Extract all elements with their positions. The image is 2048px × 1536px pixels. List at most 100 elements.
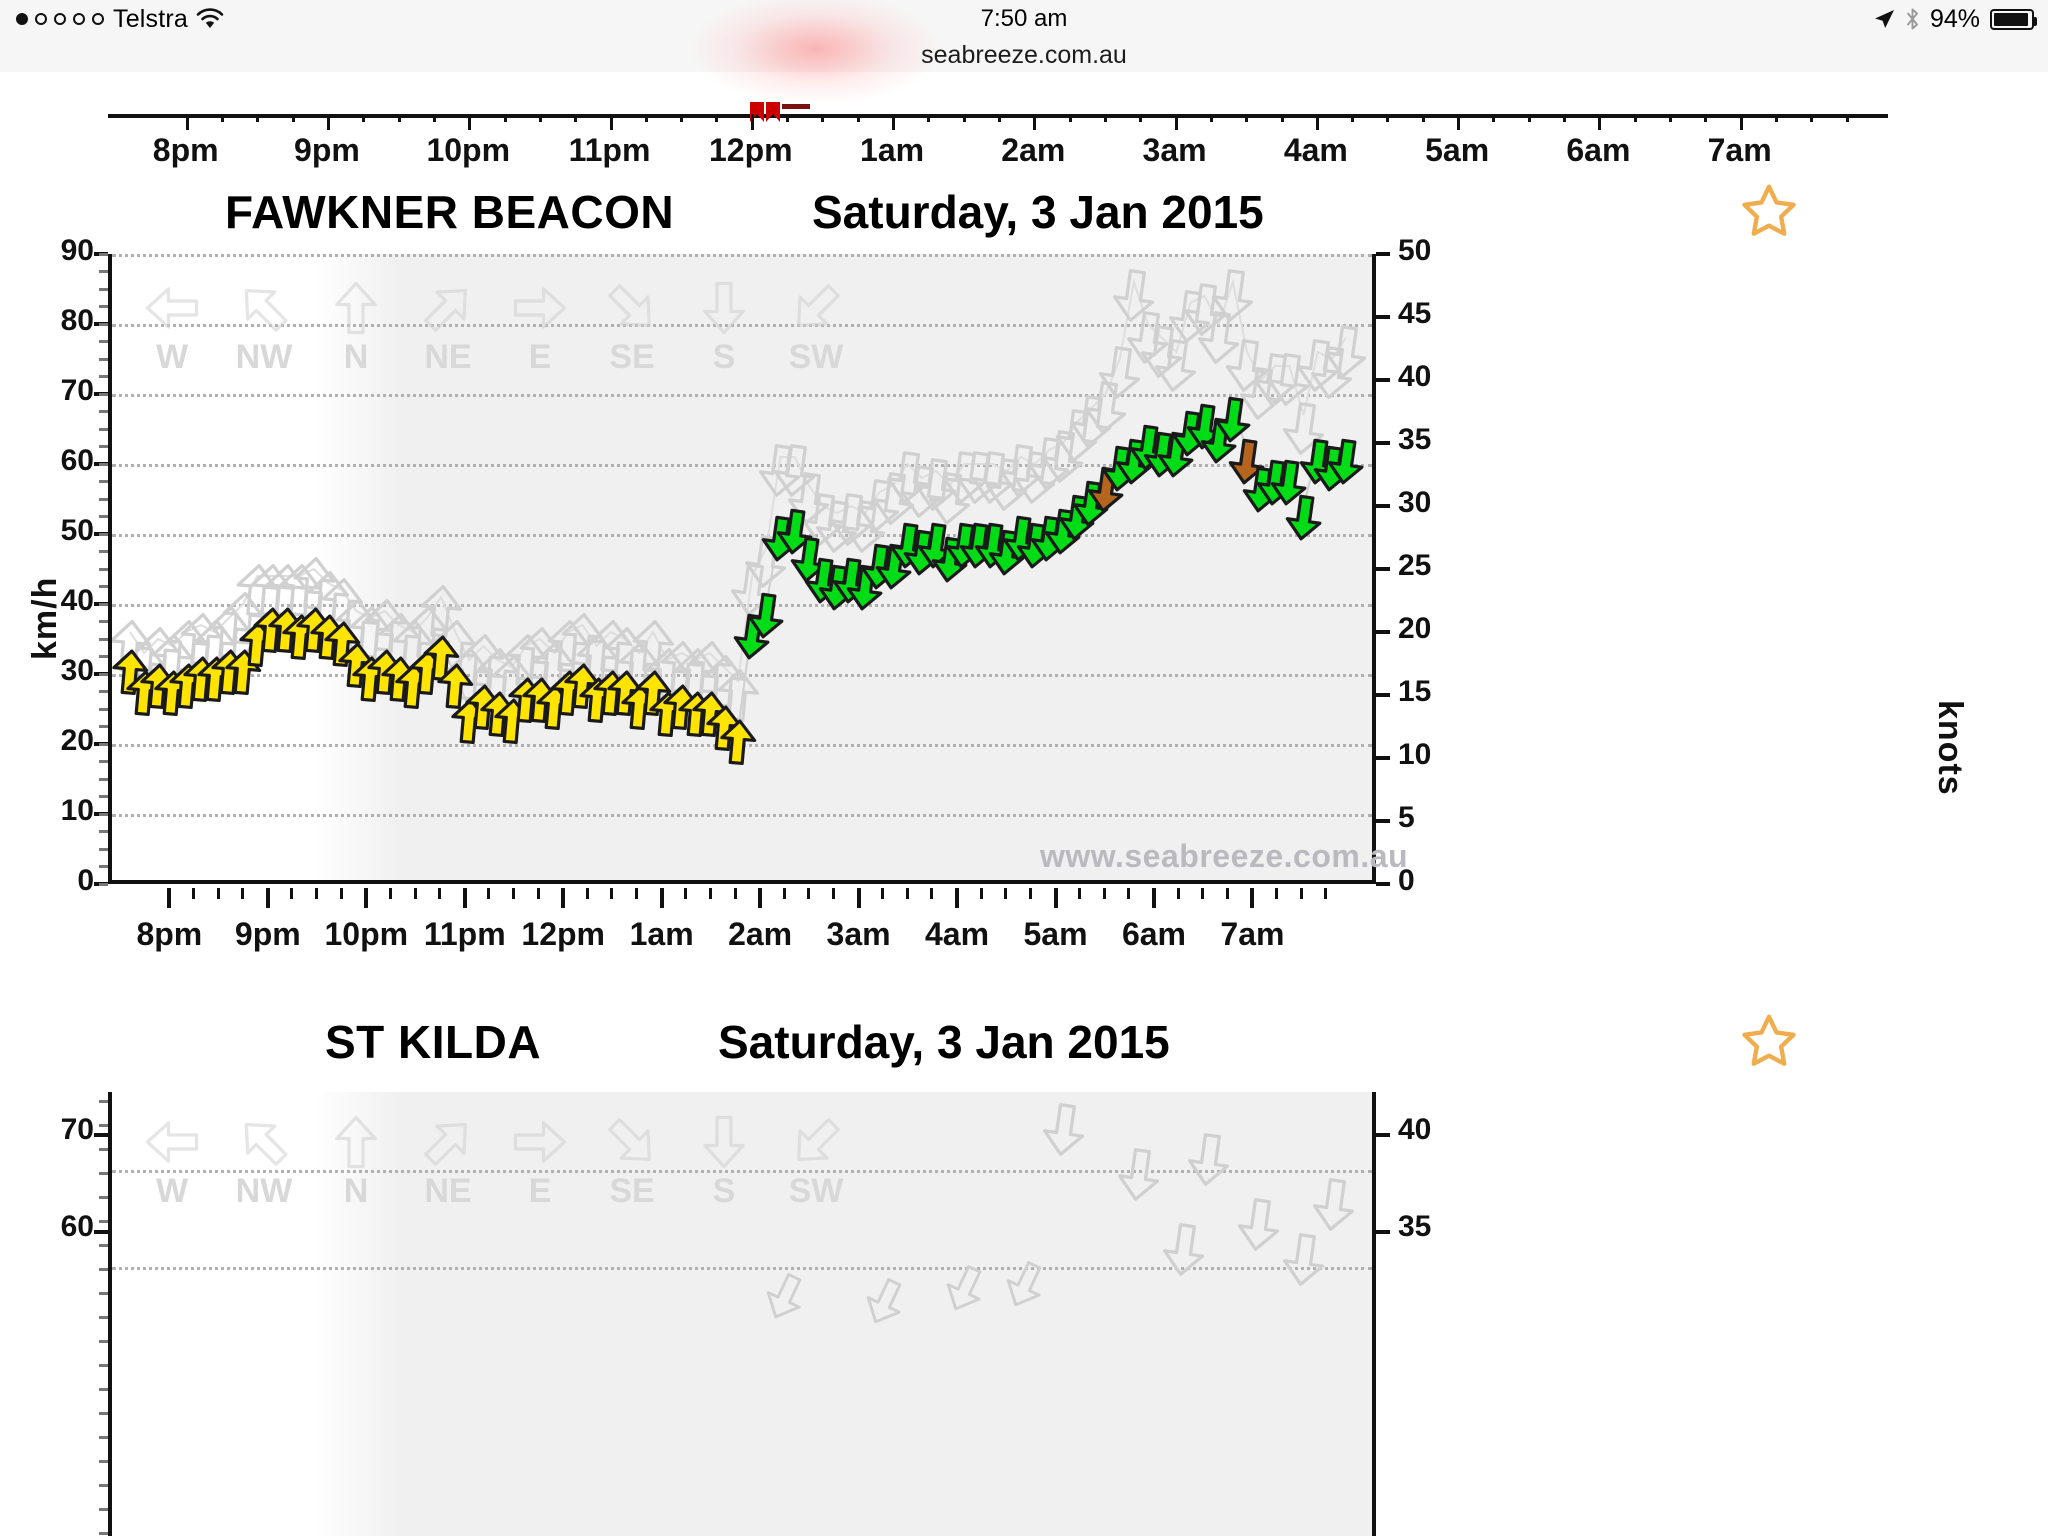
gridline (112, 324, 1372, 327)
bottom-chart-title: ST KILDA (325, 1016, 542, 1068)
wind-average-arrow-icon (742, 592, 790, 640)
x-axis-minor-tick (290, 888, 294, 899)
wind-average-arrow-icon (686, 690, 734, 738)
y-axis-right-tick (1376, 756, 1390, 760)
wind-average-arrow-icon (417, 634, 465, 682)
x-axis-major-tick (1250, 888, 1255, 908)
y-axis-left-minor-tick (99, 322, 108, 326)
y-axis-left-minor-tick (99, 812, 108, 816)
direction-legend-item-se: SE (604, 280, 660, 377)
gust-arrow-icon (653, 639, 709, 695)
y-axis-left-minor-tick (99, 375, 108, 378)
direction-legend-item-ne: NE (420, 280, 476, 377)
y-axis-right-label: 30 (1398, 486, 1432, 519)
top-chart-minor-tick (1209, 114, 1213, 122)
gridline (112, 1267, 1372, 1270)
top-chart-tick (1033, 114, 1037, 130)
x-axis-minor-tick (635, 888, 639, 899)
gust-arrow-icon (1261, 352, 1317, 408)
gust-arrow-icon (229, 562, 285, 618)
gust-arrow-icon (979, 457, 1035, 513)
y-axis-left-label: 20 (60, 724, 94, 757)
main-chart-favourite-star-icon[interactable] (1738, 180, 1800, 242)
status-bar-left: Telstra (16, 4, 224, 34)
top-chart-tick (1739, 114, 1743, 130)
bottom-y-axis-right-label: 40 (1398, 1113, 1432, 1146)
bottom-y-axis-minor-tick (99, 1244, 108, 1247)
direction-arrow-icon (236, 280, 293, 336)
top-chart-minor-tick (821, 114, 825, 122)
top-chart-minor-tick (1633, 114, 1637, 122)
bottom-y-axis-minor-tick (99, 1340, 108, 1343)
x-axis-major-tick (364, 888, 369, 908)
x-axis-minor-tick (216, 888, 220, 899)
y-axis-left-minor-tick (99, 427, 108, 431)
wind-average-arrow-icon (700, 704, 748, 752)
y-axis-right-label: 10 (1398, 738, 1432, 771)
top-chart-x-label: 4am (1283, 132, 1348, 168)
gust-arrow-icon (1205, 268, 1261, 324)
wind-average-arrow-icon (558, 662, 606, 710)
gust-arrow-icon (173, 611, 229, 667)
x-axis-label: 10pm (324, 916, 409, 952)
y-axis-left-minor-tick (99, 340, 108, 343)
y-axis-left-minor-tick (99, 690, 108, 693)
gust-arrow-icon (1111, 1147, 1167, 1203)
x-axis-major-tick (462, 888, 467, 908)
x-axis-minor-tick (1127, 888, 1131, 899)
browser-url-bar[interactable]: seabreeze.com.au (0, 0, 2048, 104)
y-axis-left-minor-tick (99, 462, 108, 466)
wind-average-arrow-icon (1209, 396, 1257, 444)
gust-arrow-icon (760, 1272, 810, 1322)
bottom-y-axis-minor-tick (99, 1412, 108, 1415)
direction-arrow-icon (328, 280, 384, 336)
gust-arrow-icon (1181, 1132, 1237, 1188)
x-axis-minor-tick (881, 888, 885, 899)
x-axis-minor-tick (1201, 888, 1205, 899)
gust-arrow-icon (159, 618, 215, 674)
y-axis-left-label: 90 (60, 234, 94, 267)
x-axis-major-tick (659, 888, 664, 908)
top-chart-minor-tick (1068, 114, 1072, 122)
y-axis-left-label: 40 (60, 584, 94, 617)
top-chart-tick (1315, 114, 1319, 130)
wind-average-arrow-icon (1265, 459, 1313, 507)
bluetooth-icon (1905, 7, 1920, 31)
y-axis-right-tick (1376, 882, 1390, 886)
y-axis-left-minor-tick (99, 497, 108, 501)
direction-arrow-icon (512, 1114, 568, 1170)
direction-legend-label: NE (424, 1172, 472, 1210)
bottom-direction-legend-item-ne: NE (420, 1114, 476, 1211)
top-chart-minor-tick (1810, 114, 1814, 122)
gust-arrow-icon (1148, 338, 1204, 394)
x-axis-minor-tick (315, 888, 319, 899)
direction-legend-label: NW (235, 1172, 293, 1210)
top-chart-minor-tick (1386, 114, 1390, 122)
bottom-chart-favourite-star-icon[interactable] (1738, 1010, 1800, 1072)
gust-arrow-icon (1276, 1232, 1332, 1288)
y-axis-left-minor-tick (99, 480, 108, 483)
status-bar-clock: 7:50 am (980, 5, 1068, 32)
bottom-direction-legend-item-n: N (328, 1114, 384, 1211)
top-chart-minor-tick (1845, 114, 1849, 122)
bottom-y-axis-minor-tick (99, 1460, 108, 1463)
y-axis-right-label: 20 (1398, 612, 1432, 645)
direction-legend-label: N (343, 1172, 369, 1210)
x-axis-label: 2am (728, 916, 793, 952)
y-axis-left-minor-tick (99, 620, 108, 623)
direction-legend-label: SE (609, 1172, 655, 1210)
x-axis-label: 5am (1023, 916, 1088, 952)
wifi-icon (196, 8, 224, 29)
ios-status-bar: Telstra 7:50 am 94% (0, 0, 2048, 38)
y-axis-left-minor-tick (99, 287, 108, 291)
x-axis-minor-tick (1275, 888, 1279, 899)
x-axis-minor-tick (708, 888, 712, 899)
top-chart-minor-tick (503, 114, 507, 122)
x-axis-major-tick (856, 888, 861, 908)
x-axis-minor-tick (733, 888, 737, 899)
y-axis-left-minor-tick (99, 637, 108, 641)
direction-arrow-icon (788, 280, 844, 336)
carrier-name: Telstra (113, 4, 189, 33)
top-chart-minor-tick (221, 114, 225, 122)
top-chart-x-label: 11pm (568, 132, 651, 168)
